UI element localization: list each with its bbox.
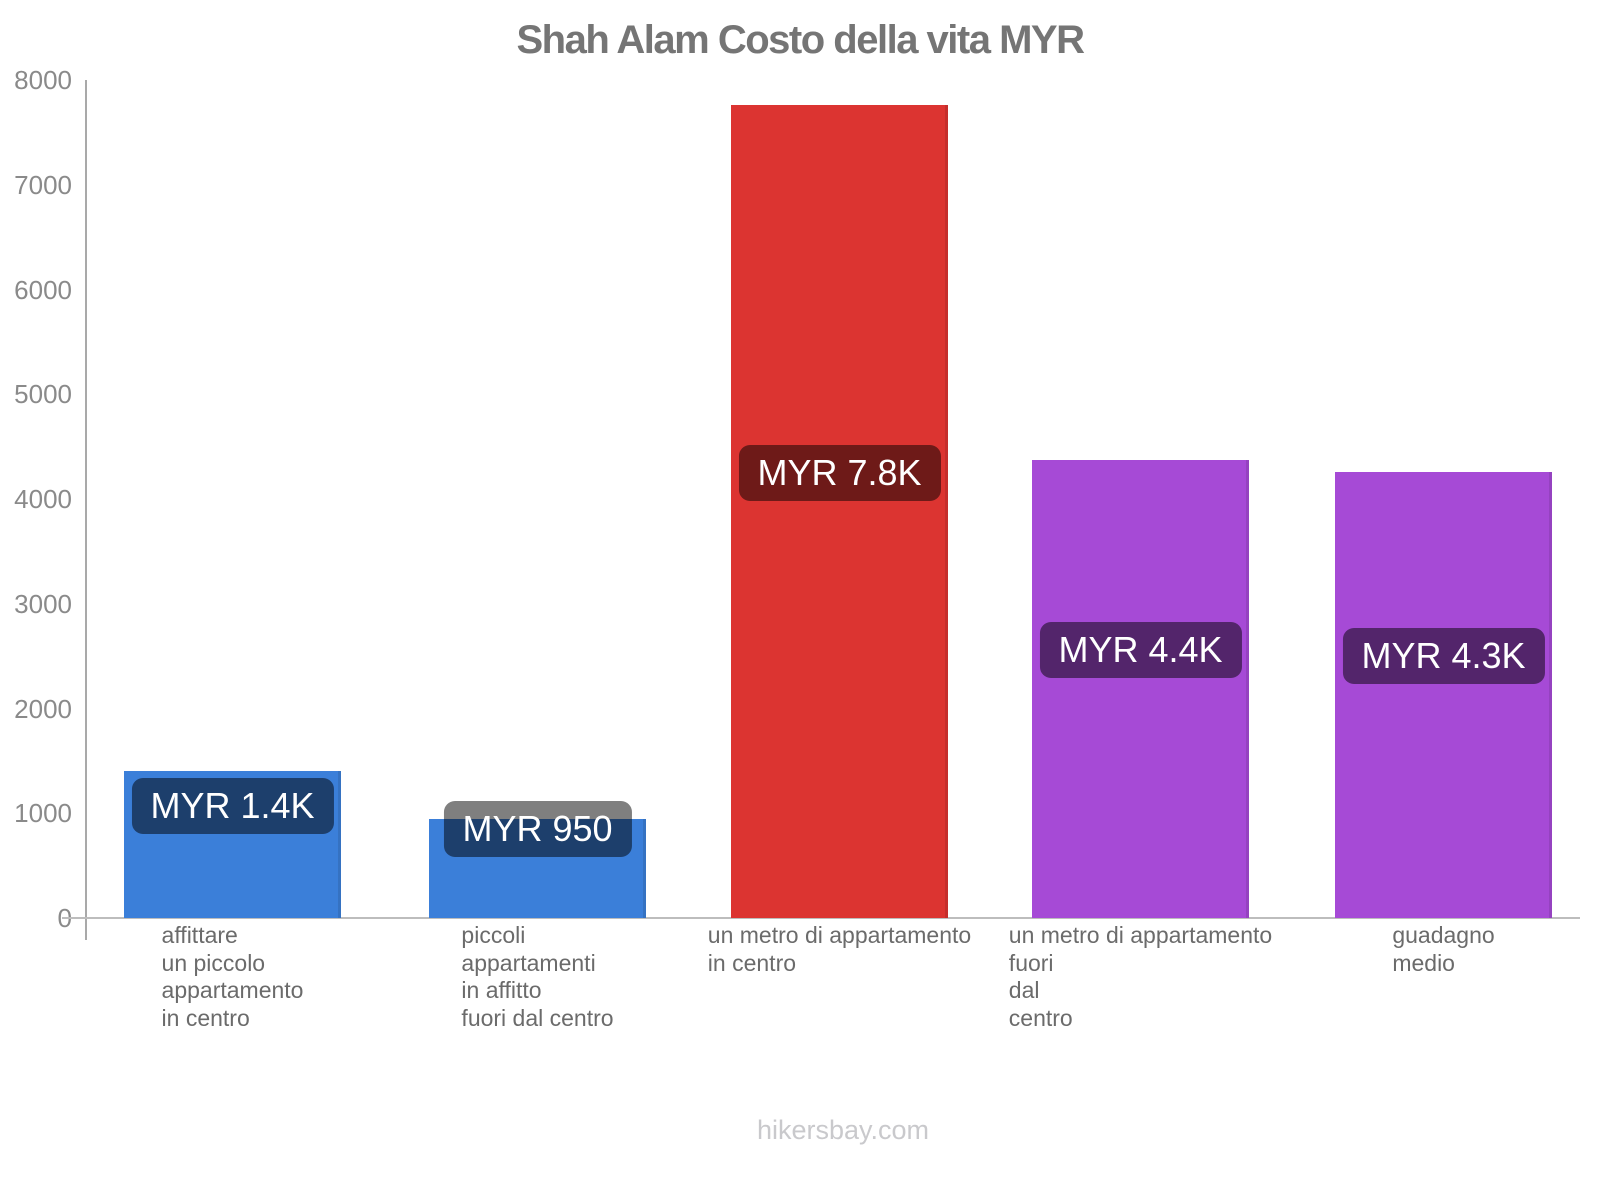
x-category-label-3: un metro di appartamento in centro xyxy=(707,922,972,976)
x-category-label-5: guadagno medio xyxy=(1392,922,1495,976)
bar-value-label-1: MYR 1.4K xyxy=(131,778,334,835)
y-tick-label-2000: 2000 xyxy=(14,693,72,724)
bar-3: MYR 7.8K xyxy=(731,105,948,918)
bar-4: MYR 4.4K xyxy=(1032,460,1249,918)
watermark-text: hikersbay.com xyxy=(756,1115,930,1145)
y-axis-line xyxy=(85,80,87,940)
bar-value-label-5: MYR 4.3K xyxy=(1342,627,1545,684)
bar-2: MYR 950 xyxy=(429,800,646,918)
bar-5: MYR 4.3K xyxy=(1335,471,1552,918)
x-axis-baseline xyxy=(62,917,1580,919)
y-tick-label-3000: 3000 xyxy=(14,588,72,619)
bar-value-label-4: MYR 4.4K xyxy=(1039,622,1242,679)
y-tick-label-5000: 5000 xyxy=(14,379,72,410)
y-tick-label-8000: 8000 xyxy=(14,65,72,95)
x-category-label-1: affittare un piccolo appartamento in centro xyxy=(161,922,304,1031)
y-tick-label-7000: 7000 xyxy=(14,169,72,200)
y-tick-label-1000: 1000 xyxy=(14,798,72,829)
x-category-label-4: un metro di appartamento fuori dal centro xyxy=(1008,922,1273,1031)
bar-value-label-2: MYR 950 xyxy=(443,800,632,857)
bar-1: MYR 1.4K xyxy=(124,771,341,918)
x-category-label-2: piccoli appartamenti in affitto fuori dal c… xyxy=(461,922,614,1031)
y-tick-label-6000: 6000 xyxy=(14,274,72,305)
y-tick-label-4000: 4000 xyxy=(14,484,72,514)
plot-area: MYR 1.4K MYR 950 MYR 7.8K MYR 4.4K MYR 4.3K xyxy=(86,80,1600,918)
bar-value-label-3: MYR 7.8K xyxy=(738,445,941,502)
chart-title: Shah Alam Costo della vita MYR xyxy=(516,18,1085,62)
